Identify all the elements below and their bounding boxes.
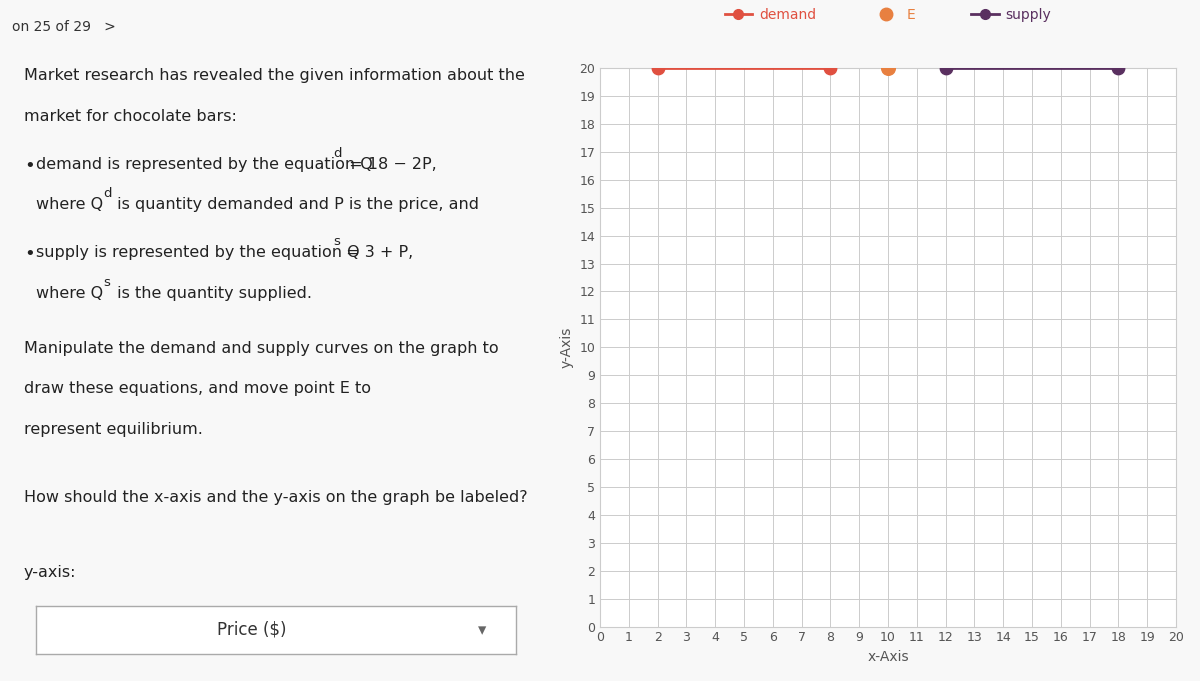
- Point: [1109, 63, 1128, 74]
- Text: s: s: [103, 276, 110, 289]
- Text: draw these equations, and move point E to: draw these equations, and move point E t…: [24, 381, 371, 396]
- Text: y-axis:: y-axis:: [24, 565, 77, 580]
- Text: represent equilibrium.: represent equilibrium.: [24, 422, 203, 437]
- Text: •: •: [24, 245, 35, 263]
- Text: is the quantity supplied.: is the quantity supplied.: [112, 286, 312, 301]
- Text: ▾: ▾: [479, 621, 486, 639]
- X-axis label: x-Axis: x-Axis: [868, 650, 908, 664]
- Text: s: s: [334, 235, 340, 248]
- Text: How should the x-axis and the y-axis on the graph be labeled?: How should the x-axis and the y-axis on …: [24, 490, 528, 505]
- Point: [936, 63, 955, 74]
- Text: where Q: where Q: [36, 197, 103, 212]
- Text: •: •: [24, 157, 35, 174]
- Text: d: d: [334, 146, 342, 159]
- Point: [821, 63, 840, 74]
- Point: [648, 63, 667, 74]
- Text: Market research has revealed the given information about the: Market research has revealed the given i…: [24, 68, 524, 83]
- Text: d: d: [103, 187, 112, 200]
- Text: demand is represented by the equation Q: demand is represented by the equation Q: [36, 157, 373, 172]
- Text: is quantity demanded and P is the price, and: is quantity demanded and P is the price,…: [112, 197, 479, 212]
- Point: [878, 63, 898, 74]
- Text: = 3 + P,: = 3 + P,: [341, 245, 413, 260]
- Text: supply is represented by the equation Q: supply is represented by the equation Q: [36, 245, 360, 260]
- Text: = 18 − 2P,: = 18 − 2P,: [343, 157, 437, 172]
- Y-axis label: y-Axis: y-Axis: [559, 327, 574, 368]
- Text: on 25 of 29   >: on 25 of 29 >: [12, 20, 115, 35]
- Text: market for chocolate bars:: market for chocolate bars:: [24, 109, 236, 124]
- Text: Manipulate the demand and supply curves on the graph to: Manipulate the demand and supply curves …: [24, 340, 499, 355]
- Legend: demand, E, supply: demand, E, supply: [719, 3, 1057, 27]
- Text: where Q: where Q: [36, 286, 103, 301]
- Text: Price ($): Price ($): [217, 621, 287, 639]
